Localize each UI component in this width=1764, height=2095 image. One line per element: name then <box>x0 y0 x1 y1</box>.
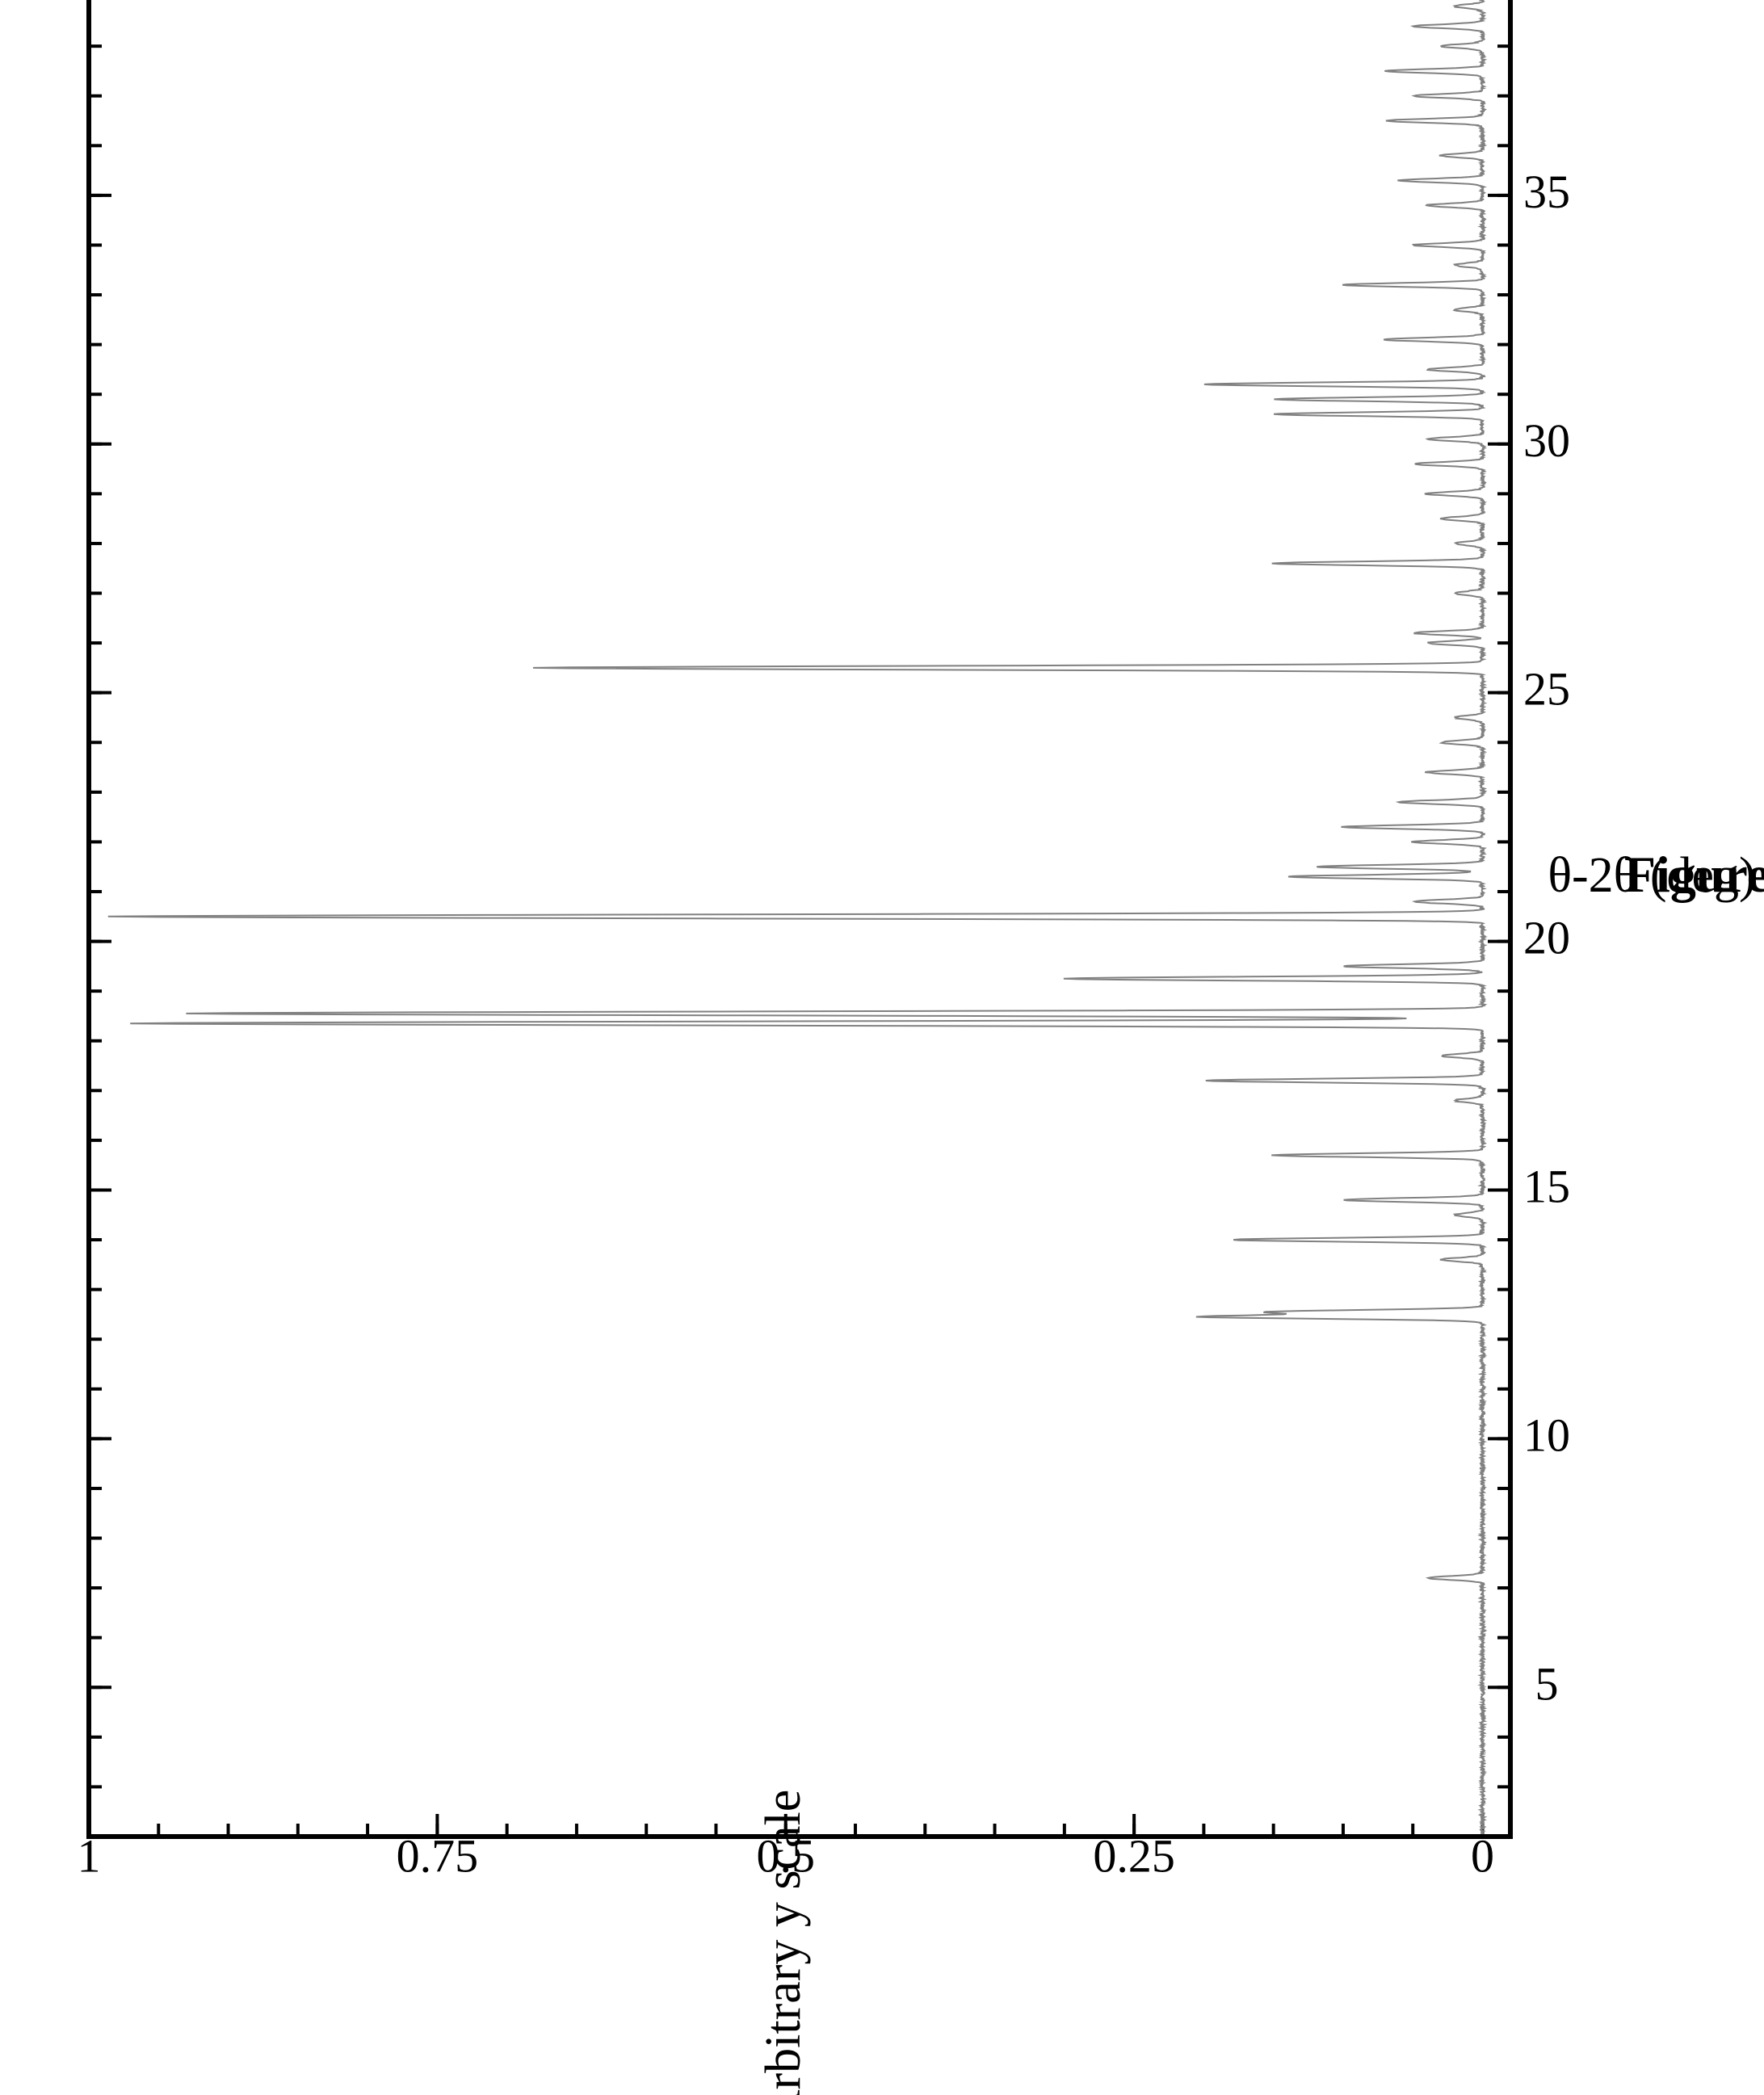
svg-text:10: 10 <box>1523 1409 1570 1461</box>
svg-text:25: 25 <box>1523 663 1570 716</box>
figure-caption: Figure 1 <box>1624 846 1764 903</box>
spectrum-line <box>108 0 1485 1837</box>
figure-container: 51015202530354000.250.50.751θ-2θ (deg)Fi… <box>0 0 1764 2095</box>
svg-text:5: 5 <box>1535 1657 1559 1710</box>
svg-text:15: 15 <box>1523 1160 1570 1212</box>
xrd-chart: 51015202530354000.250.50.751θ-2θ (deg)Fi… <box>0 0 1764 2095</box>
svg-text:20: 20 <box>1523 912 1570 964</box>
svg-text:35: 35 <box>1523 166 1570 218</box>
svg-text:30: 30 <box>1523 414 1570 467</box>
